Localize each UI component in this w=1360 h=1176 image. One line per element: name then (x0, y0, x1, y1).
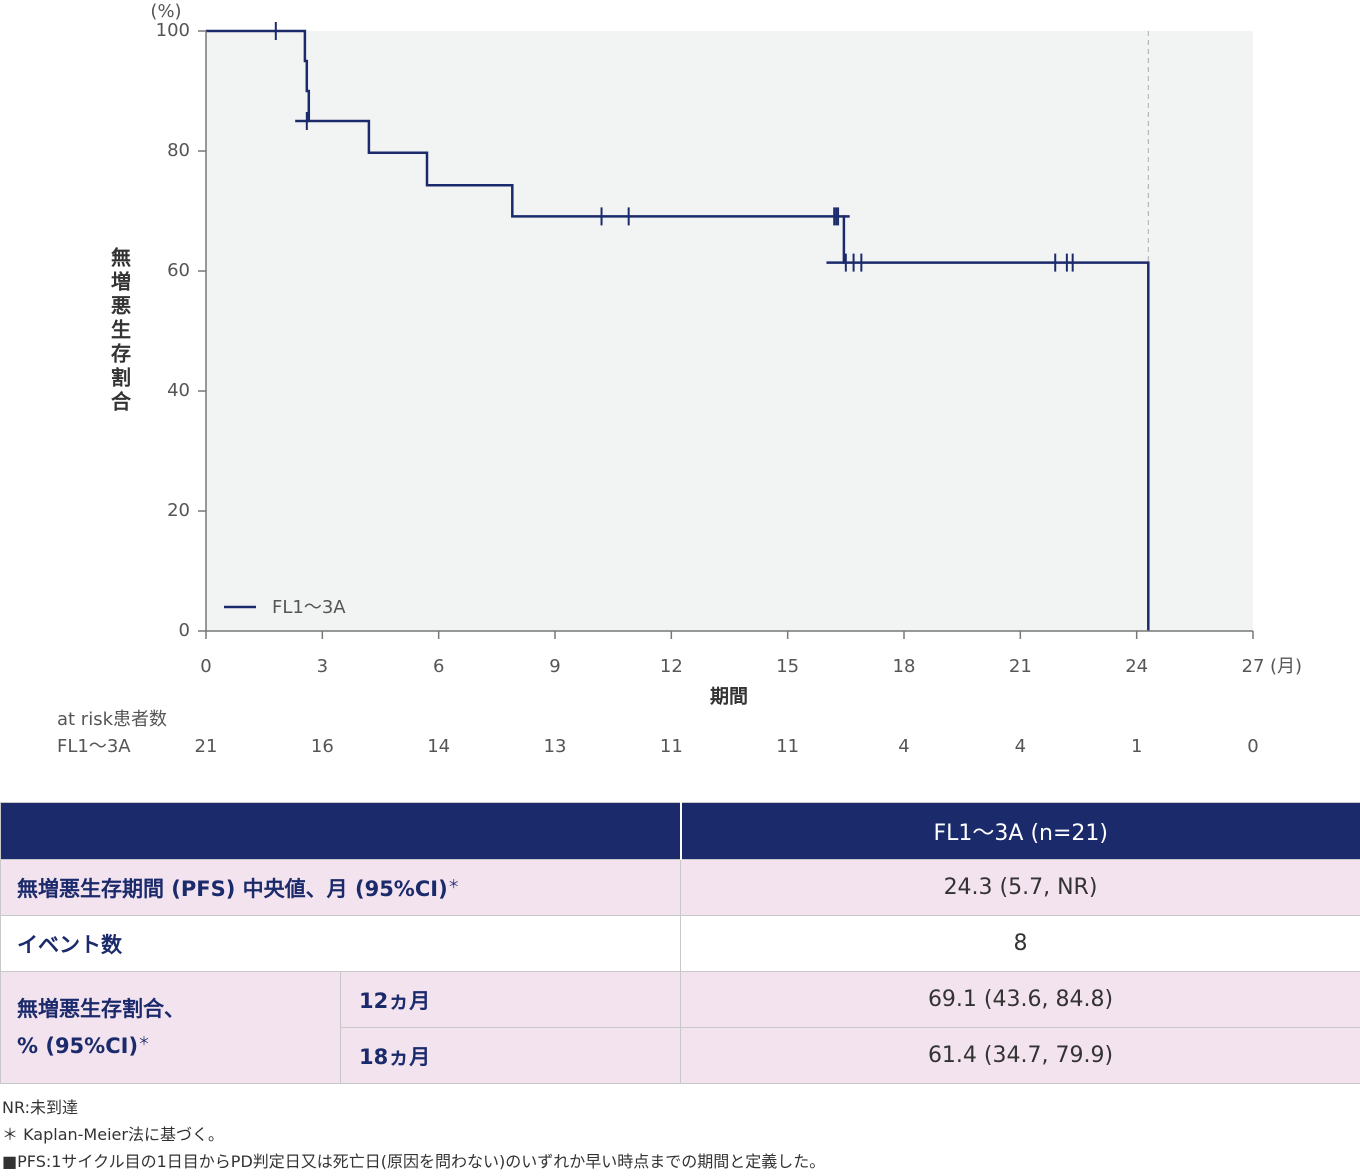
pfs-median-label-cell: 無増悪生存期間 (PFS) 中央値、月 (95%CI)＊ (0, 859, 681, 916)
at-risk-value-1: 16 (311, 736, 334, 757)
x-tick-label-9: 9 (549, 656, 560, 677)
y-tick-label-100: 100 (156, 20, 190, 41)
x-tick-label-0: 0 (200, 656, 211, 677)
footnote-pfs-definition: ■PFS:1サイクル目の1日目からPD判定日又は死亡日(原因を問わない)のいずれ… (2, 1152, 826, 1171)
at-risk-value-3: 13 (544, 736, 567, 757)
table-header-row: FL1〜3A (n=21) (0, 802, 1360, 860)
table-row-events: イベント数 8 (0, 915, 1360, 972)
pfs-median-value: 24.3 (5.7, NR) (680, 859, 1360, 916)
at-risk-value-9: 0 (1247, 736, 1258, 757)
pfs-rate-label-line1: 無増悪生存割合、 (17, 997, 185, 1021)
x-tick-label-12: 12 (660, 656, 683, 677)
x-tick-label-24: 24 (1125, 656, 1148, 677)
x-tick-label-27: 27 (1242, 656, 1265, 677)
footnotes: NR:未到達 ＊ Kaplan-Meier法に基づく。 ■PFS:1サイクル目の… (2, 1094, 825, 1175)
footnote-km: ＊ Kaplan-Meier法に基づく。 (2, 1125, 224, 1144)
at-risk-value-7: 4 (1015, 736, 1026, 757)
pfs-rate-label-line2: % (95%CI) (17, 1034, 139, 1058)
pfs-median-label: 無増悪生存期間 (PFS) 中央値、月 (95%CI) (17, 876, 448, 901)
x-tick-label-18: 18 (893, 656, 916, 677)
table-header-blank (0, 802, 682, 860)
pfs-rate-label-cell: 無増悪生存割合、 % (95%CI)＊ (0, 971, 341, 1084)
x-tick-label-3: 3 (317, 656, 328, 677)
pfs-median-mark: ＊ (447, 876, 460, 891)
table-header-group: FL1〜3A (n=21) (680, 802, 1360, 860)
series-line-0 (206, 29, 1150, 631)
y-tick-label-80: 80 (167, 140, 190, 161)
y-tick-label-60: 60 (167, 260, 190, 281)
at-risk-title: at risk患者数 (57, 709, 167, 730)
at-risk-value-4: 11 (660, 736, 683, 757)
footnote-nr: NR:未到達 (2, 1098, 78, 1117)
x-tick-label-21: 21 (1009, 656, 1032, 677)
plot-area (206, 31, 1253, 631)
at-risk-value-6: 4 (898, 736, 909, 757)
pfs-rate-mark: ＊ (138, 1034, 151, 1048)
at-risk-value-2: 14 (427, 736, 450, 757)
summary-table: FL1〜3A (n=21) 無増悪生存期間 (PFS) 中央値、月 (95%CI… (0, 802, 1360, 1084)
events-label: イベント数 (0, 915, 681, 972)
y-tick-label-40: 40 (167, 380, 190, 401)
pfs-12m-label: 12ヵ月 (340, 971, 681, 1028)
x-unit-label: (月) (1270, 656, 1302, 677)
y-tick-label-0: 0 (179, 620, 190, 641)
x-axis-title: 期間 (710, 686, 748, 708)
y-axis-title: 無増悪生存割合 (108, 246, 132, 415)
x-tick-label-6: 6 (433, 656, 444, 677)
at-risk-value-8: 1 (1131, 736, 1142, 757)
y-unit-label: (%) (150, 1, 181, 22)
legend-label: FL1〜3A (272, 597, 346, 618)
table-row-pfs-18m: 18ヵ月 61.4 (34.7, 79.9) (1, 1027, 1360, 1084)
events-value: 8 (680, 915, 1360, 972)
table-row-pfs-median: 無増悪生存期間 (PFS) 中央値、月 (95%CI)＊ 24.3 (5.7, … (0, 859, 1360, 916)
table-row-pfs-12m: 無増悪生存割合、 % (95%CI)＊ 12ヵ月 69.1 (43.6, 84.… (0, 971, 1360, 1084)
at-risk-value-0: 21 (195, 736, 218, 757)
x-tick-label-15: 15 (776, 656, 799, 677)
pfs-12m-value: 69.1 (43.6, 84.8) (680, 971, 1360, 1028)
y-tick-label-20: 20 (167, 500, 190, 521)
pfs-18m-value: 61.4 (34.7, 79.9) (680, 1027, 1360, 1084)
at-risk-value-5: 11 (776, 736, 799, 757)
pfs-18m-label: 18ヵ月 (340, 1027, 681, 1084)
at-risk-group-label: FL1〜3A (57, 736, 131, 757)
